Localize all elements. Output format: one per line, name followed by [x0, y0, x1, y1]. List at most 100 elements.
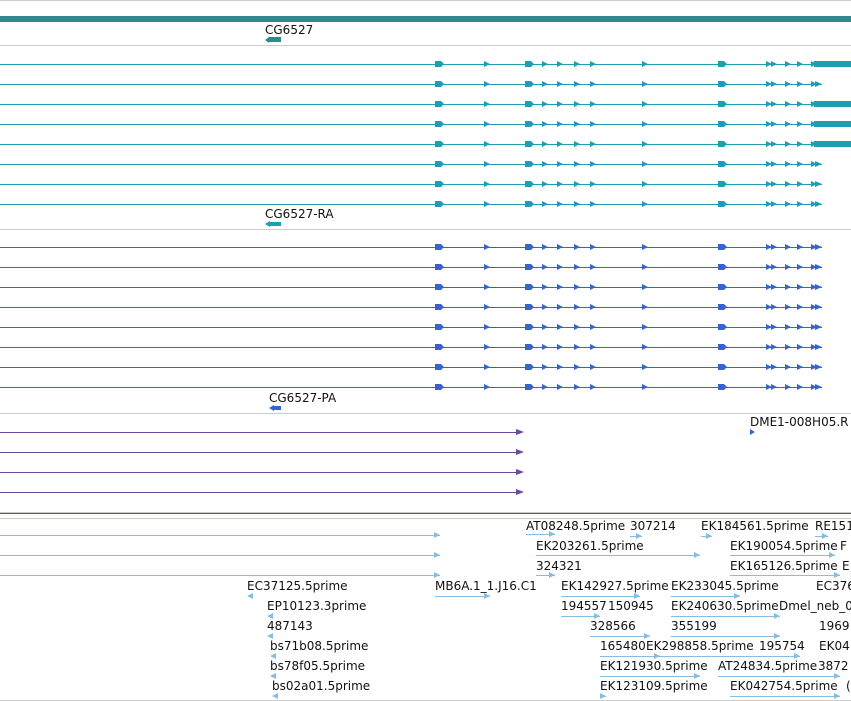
- intron-arrow: [766, 141, 772, 147]
- est-label[interactable]: 307214: [630, 519, 676, 533]
- est-label[interactable]: 3872: [818, 659, 849, 673]
- est-arrow: [549, 531, 555, 537]
- est-label[interactable]: EC376: [816, 579, 851, 593]
- exon: [435, 284, 444, 290]
- exon: [718, 304, 727, 310]
- intron-arrow: [771, 201, 777, 207]
- est-label[interactable]: AT08248.5prime: [526, 519, 625, 533]
- exon: [525, 121, 534, 127]
- intron-arrow: [785, 181, 791, 187]
- est-label[interactable]: 195754: [759, 639, 805, 653]
- intron-arrow: [557, 181, 563, 187]
- est-label[interactable]: Dmel_neb_0: [779, 599, 851, 613]
- intron-arrow: [574, 264, 580, 270]
- intron-arrow: [557, 61, 563, 67]
- est-arrow: [774, 633, 780, 639]
- est-arrow: [834, 693, 840, 699]
- est-arrow: [636, 533, 642, 539]
- exon: [435, 264, 444, 270]
- intron-arrow: [574, 141, 580, 147]
- misc-feature-label[interactable]: DME1-008H05.R: [750, 415, 849, 429]
- end-arrow: [815, 244, 822, 250]
- est-label[interactable]: EC37125.5prime: [247, 579, 348, 593]
- est-label[interactable]: EK184561.5prime: [701, 519, 809, 533]
- est-label[interactable]: EK042754.5prime: [730, 679, 838, 693]
- intron-arrow: [766, 161, 772, 167]
- est-label[interactable]: bs71b08.5prime: [270, 639, 368, 653]
- est-label[interactable]: bs78f05.5prime: [270, 659, 365, 673]
- est-label[interactable]: EK123109.5prime: [600, 679, 708, 693]
- intron-arrow: [785, 81, 791, 87]
- end-arrow: [815, 264, 822, 270]
- est-arrow: [434, 552, 440, 558]
- intron-arrow: [484, 181, 490, 187]
- est-label[interactable]: 165480: [600, 639, 646, 653]
- est-label[interactable]: EK298858.5prime: [646, 639, 754, 653]
- exon: [435, 384, 444, 390]
- est-label[interactable]: EK165126.5prime: [730, 559, 838, 573]
- intron-arrow: [642, 101, 648, 107]
- est-arrow: [270, 673, 276, 679]
- misc-feature-glyph: [750, 429, 755, 435]
- intron-arrow: [811, 181, 817, 187]
- intron-arrow: [642, 81, 648, 87]
- est-label[interactable]: F: [840, 539, 847, 553]
- intron-arrow: [557, 304, 563, 310]
- intron-arrow: [574, 81, 580, 87]
- exon: [435, 161, 444, 167]
- exon: [718, 121, 727, 127]
- protein-glyph: [274, 406, 281, 410]
- intron-arrow: [771, 244, 777, 250]
- intron-arrow: [797, 201, 803, 207]
- est-label[interactable]: 487143: [267, 619, 313, 633]
- est-arrow: [774, 613, 780, 619]
- exon: [435, 324, 444, 330]
- est-label[interactable]: EK203261.5prime: [536, 539, 644, 553]
- est-label[interactable]: 194557: [561, 599, 607, 613]
- exon: [718, 141, 727, 147]
- intron-arrow: [785, 201, 791, 207]
- intron-arrow: [797, 61, 803, 67]
- intron-arrow: [766, 384, 772, 390]
- est-label[interactable]: AT24834.5prime: [718, 659, 817, 673]
- intron-arrow: [542, 244, 548, 250]
- est-label[interactable]: bs02a01.5prime: [272, 679, 370, 693]
- est-label[interactable]: EK233045.5prime: [671, 579, 779, 593]
- est-label[interactable]: E: [842, 559, 850, 573]
- mrna-label[interactable]: CG6527-RA: [265, 207, 334, 221]
- est-label[interactable]: EK121930.5prime: [600, 659, 708, 673]
- est-label[interactable]: 1969: [819, 619, 850, 633]
- est-arrow: [794, 653, 800, 659]
- est-label[interactable]: 328566: [590, 619, 636, 633]
- intron-arrow: [797, 344, 803, 350]
- est-label[interactable]: (: [846, 679, 851, 693]
- gene-label[interactable]: CG6527: [265, 23, 313, 37]
- intron-arrow: [797, 141, 803, 147]
- est-arrow: [706, 533, 712, 539]
- est-label[interactable]: MB6A.1_1.J16.C1: [435, 579, 537, 593]
- est-label[interactable]: 355199: [671, 619, 717, 633]
- intron-arrow: [771, 81, 777, 87]
- est-label[interactable]: EK240630.5prime: [671, 599, 779, 613]
- est-label[interactable]: EK190054.5prime: [730, 539, 838, 553]
- exon: [435, 201, 444, 207]
- intron-arrow: [766, 201, 772, 207]
- est-label[interactable]: EK04: [819, 639, 850, 653]
- est-label[interactable]: 324321: [536, 559, 582, 573]
- est-arrow: [434, 532, 440, 538]
- est-label[interactable]: RE151: [815, 519, 851, 533]
- intron-arrow: [785, 364, 791, 370]
- protein-label[interactable]: CG6527-PA: [269, 391, 337, 405]
- intron-arrow: [771, 121, 777, 127]
- est-label[interactable]: 150945: [608, 599, 654, 613]
- end-arrow: [815, 284, 822, 290]
- est-label[interactable]: EK142927.5prime: [561, 579, 669, 593]
- intron-arrow: [574, 181, 580, 187]
- intron-arrow: [642, 161, 648, 167]
- exon: [718, 264, 727, 270]
- utr-block: [814, 61, 851, 67]
- exon: [435, 61, 444, 67]
- protein-glyph: [269, 405, 274, 411]
- intron-arrow: [785, 61, 791, 67]
- est-label[interactable]: EP10123.3prime: [267, 599, 366, 613]
